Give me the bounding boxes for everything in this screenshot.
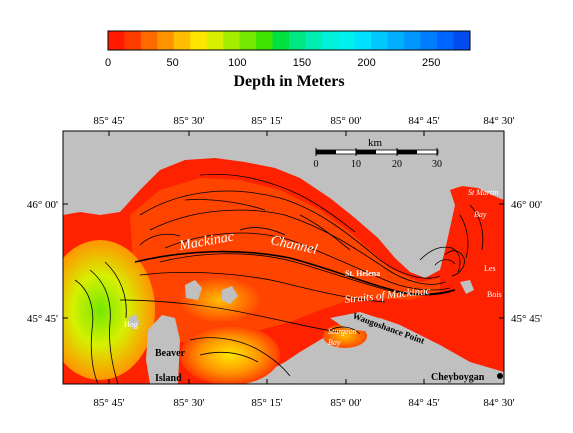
legend-tick-label: 100 (228, 57, 246, 69)
deep-basin-west (63, 240, 155, 380)
legend-swatch (305, 31, 323, 50)
scale-tick-10: 10 (351, 159, 361, 170)
label-cheboygan: Cheyboygan (431, 372, 485, 383)
basin-sturgeon (323, 324, 367, 348)
scale-tick-0: 0 (314, 159, 319, 170)
legend-swatch (140, 31, 158, 50)
legend-swatch (223, 31, 241, 50)
island-patch-4 (460, 280, 474, 294)
legend-frame (107, 30, 471, 51)
frame-ticks (63, 131, 504, 384)
legend-tick-label: 0 (105, 57, 111, 69)
right-lat-2: 45° 45' (511, 313, 542, 325)
map-area (63, 131, 504, 384)
legend-swatch (206, 31, 224, 50)
legend-swatch (289, 31, 306, 50)
depth-legend-colorbar (107, 30, 471, 51)
island-patch-1 (185, 280, 202, 300)
channel-axis (134, 250, 456, 295)
legend-swatch (453, 31, 471, 50)
bottom-lon-5: 84° 45' (408, 397, 439, 409)
label-beaver: Beaver (155, 348, 186, 359)
legend-swatch (354, 31, 372, 50)
label-st-martin-bay: Bay (474, 210, 487, 219)
scale-tick-20: 20 (392, 159, 402, 170)
scale-bar: km 0 10 20 30 (314, 137, 443, 170)
waugoshance-point-land (330, 312, 504, 384)
label-sturgeon: Sturgeon (328, 327, 357, 336)
legend-swatch (108, 31, 125, 50)
bottom-lon-1: 85° 45' (93, 397, 124, 409)
legend-swatch (239, 31, 257, 50)
legend-swatch (157, 31, 175, 50)
legend-swatch (404, 31, 422, 50)
island-patch-3 (128, 314, 140, 330)
legend-tick-label: 250 (422, 57, 440, 69)
legend-swatch (321, 31, 339, 50)
legend-tick-label: 200 (357, 57, 375, 69)
bottom-lon-2: 85° 30' (173, 397, 204, 409)
label-st-martin: St Martin (468, 188, 498, 197)
legend-swatch (190, 31, 208, 50)
top-lon-3: 85° 15' (251, 115, 282, 127)
scale-bar-unit: km (368, 137, 383, 149)
legend-swatch (124, 31, 142, 50)
scale-tick-30: 30 (432, 159, 442, 170)
legend-swatch (272, 31, 290, 50)
beaver-island-land (146, 315, 180, 384)
legend-swatch (256, 31, 274, 50)
bottom-lon-3: 85° 15' (251, 397, 282, 409)
deep-basin-south (180, 325, 280, 384)
label-island: Island (155, 373, 182, 384)
legend-title: Depth in Meters (233, 73, 344, 90)
left-lat-2: 45° 45' (27, 313, 58, 325)
top-lon-5: 84° 45' (408, 115, 439, 127)
bottom-lon-6: 84° 30' (483, 397, 514, 409)
legend-tick-label: 50 (167, 57, 179, 69)
top-lon-1: 85° 45' (93, 115, 124, 127)
legend-swatch (387, 31, 405, 50)
label-bois: Bois (487, 290, 502, 299)
map-frame (62, 130, 505, 385)
label-hog: Hog (124, 320, 138, 329)
legend-swatch (173, 31, 191, 50)
left-lat-1: 46° 00' (27, 199, 58, 211)
top-lon-4: 85° 00' (330, 115, 361, 127)
legend-tick-label: 150 (293, 57, 311, 69)
depth-contours (74, 173, 484, 384)
depth-legend-ticks: 0 50 100 150 200 250 (105, 57, 440, 69)
label-sturgeon-bay: Bay (328, 338, 341, 347)
bottom-lon-4: 85° 00' (330, 397, 361, 409)
axis-labels: 85° 45' 85° 30' 85° 15' 85° 00' 84° 45' … (27, 115, 542, 409)
legend-swatch (420, 31, 438, 50)
label-les: Les (484, 264, 496, 273)
legend-swatch (338, 31, 356, 50)
top-lon-6: 84° 30' (483, 115, 514, 127)
cheboygan-marker (497, 373, 503, 379)
island-patch-2 (222, 286, 238, 304)
legend-swatch (437, 31, 455, 50)
top-lon-2: 85° 30' (173, 115, 204, 127)
legend-swatch (371, 31, 389, 50)
right-lat-1: 46° 00' (511, 199, 542, 211)
label-st-helena: St. Helena (345, 269, 380, 278)
